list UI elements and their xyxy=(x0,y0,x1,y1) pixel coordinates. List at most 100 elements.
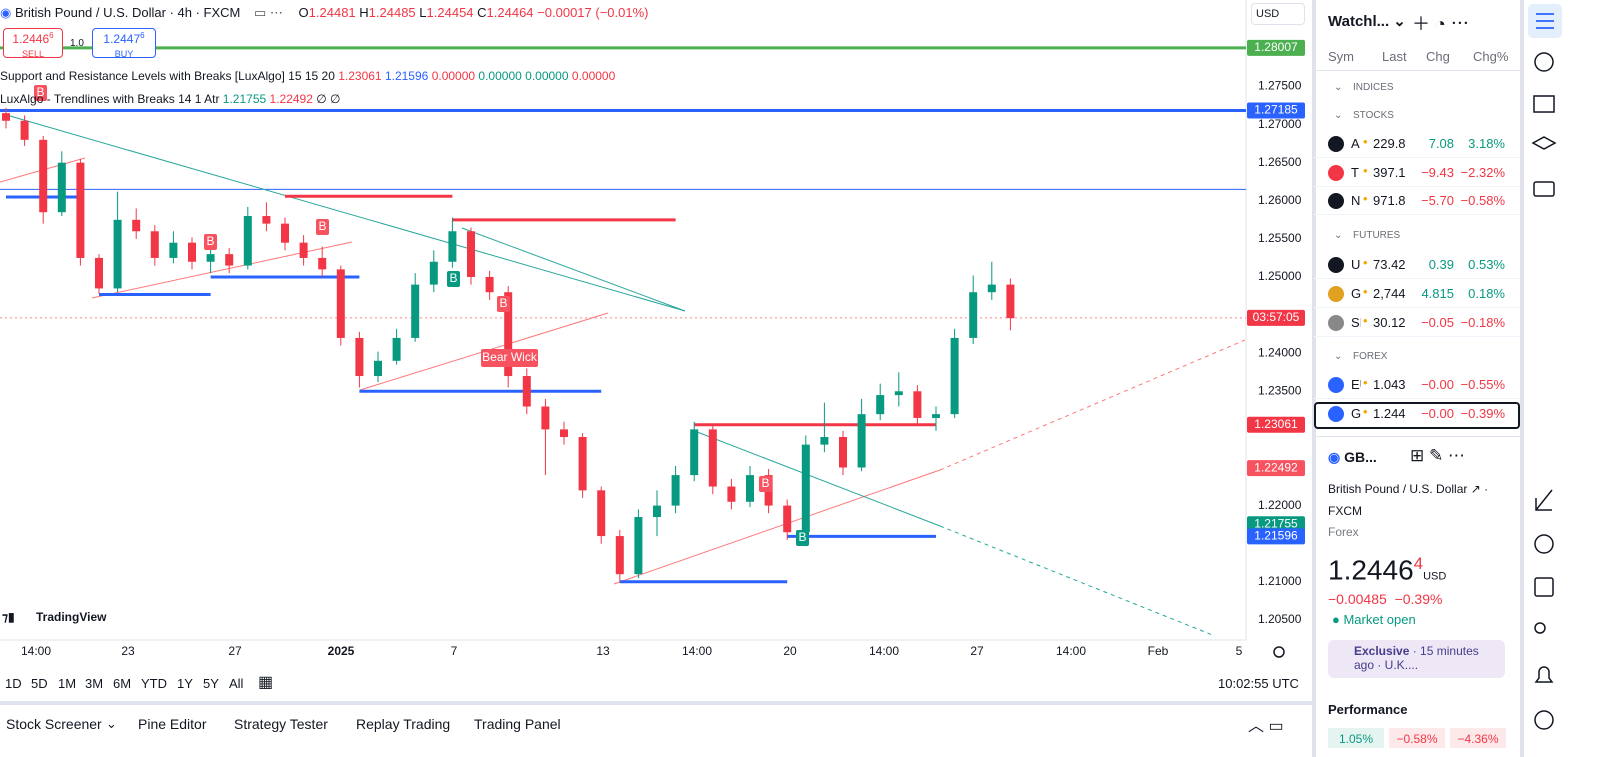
change: −0.00 xyxy=(1421,377,1454,392)
candles xyxy=(2,107,1015,582)
candle-body xyxy=(206,254,215,262)
help-icon[interactable] xyxy=(1534,710,1554,730)
tab[interactable]: Replay Trading xyxy=(356,716,451,732)
news-card[interactable]: Exclusive · 15 minutes ago · U.K.... xyxy=(1328,640,1505,678)
symbol[interactable]: N xyxy=(1351,193,1361,208)
range-button[interactable]: 3M xyxy=(85,676,104,691)
date-range-icon[interactable]: ▦ xyxy=(258,674,274,691)
tab-arrow[interactable]: ⌄ xyxy=(106,716,117,731)
detail-change: −0.00485 −0.39% xyxy=(1328,591,1442,607)
change-pct: −2.32% xyxy=(1460,165,1505,180)
marker-bg xyxy=(204,234,217,250)
price-tag-label: 03:57:05 xyxy=(1253,310,1300,324)
settings-icon[interactable] xyxy=(1273,646,1285,658)
alerts-icon[interactable] xyxy=(1534,52,1554,72)
buy-label: BUY xyxy=(114,49,134,59)
section: FUTURES xyxy=(1353,230,1401,241)
symbol-icon xyxy=(1328,136,1344,152)
bell-icon[interactable] xyxy=(1534,666,1554,683)
candle-body xyxy=(57,162,66,213)
header-icons[interactable]: ▭ ⋯ xyxy=(254,5,283,20)
currency[interactable]: USD xyxy=(1251,3,1305,25)
candle-body xyxy=(113,219,122,289)
status: Market open xyxy=(1343,612,1416,627)
watchlist-title[interactable]: Watchl... ⌄ xyxy=(1328,13,1406,30)
marker: B xyxy=(499,296,507,310)
target-icon[interactable] xyxy=(1534,534,1554,554)
divider xyxy=(1314,186,1520,187)
symbol[interactable]: T xyxy=(1351,165,1359,180)
divider xyxy=(1314,157,1520,158)
candle-body xyxy=(727,486,736,502)
candle-body xyxy=(39,139,48,213)
panel-controls[interactable]: ︿ ▭ xyxy=(1248,718,1284,735)
range-button[interactable]: YTD xyxy=(141,676,167,691)
section: ⌄ xyxy=(1334,82,1343,93)
price-tag-label: 1.28007 xyxy=(1254,40,1298,54)
candle-body xyxy=(392,337,401,361)
last: 397.1 xyxy=(1373,165,1406,180)
buy-button[interactable]: 1.24476 BUY xyxy=(92,28,156,59)
range-button[interactable]: 1D xyxy=(5,676,22,691)
indicator-legend[interactable]: Support and Resistance Levels with Break… xyxy=(0,69,615,83)
candle-body xyxy=(336,269,345,338)
symbol[interactable]: British Pound / U.S. Dollar · 4h · FXCM xyxy=(14,5,241,20)
time-label: 14:00 xyxy=(682,644,712,658)
marker: B xyxy=(206,234,214,248)
quantity[interactable]: 1.0 xyxy=(70,38,84,49)
symbol[interactable]: A xyxy=(1351,136,1360,151)
change: −0.00485 xyxy=(1328,591,1387,607)
chat-icon[interactable] xyxy=(1533,181,1555,197)
last: 30.12 xyxy=(1373,315,1406,330)
candle-body xyxy=(913,391,922,418)
market-status: ● Market open xyxy=(1332,612,1416,627)
range-button[interactable]: 5Y xyxy=(203,676,219,691)
range-button[interactable]: 1M xyxy=(58,676,77,691)
candle-body xyxy=(2,113,10,121)
dot: • xyxy=(1363,284,1368,299)
candle-body xyxy=(299,242,308,258)
symbol[interactable]: EU xyxy=(1351,377,1361,392)
layers-icon[interactable] xyxy=(1531,136,1557,150)
change-pct: −0.55% xyxy=(1460,377,1505,392)
symbol[interactable]: GB xyxy=(1351,406,1361,421)
range-button[interactable]: 6M xyxy=(113,676,132,691)
watchlist-tools[interactable]: ＋ ◔ ⋯ xyxy=(1412,14,1469,34)
range-button[interactable]: 1Y xyxy=(177,676,193,691)
range-button[interactable]: All xyxy=(229,676,244,691)
price-label: 1.27500 xyxy=(1258,79,1302,93)
symbol[interactable]: US xyxy=(1351,257,1361,272)
dot: • xyxy=(1363,191,1368,206)
tab[interactable]: Trading Panel xyxy=(474,716,561,732)
news-tag: Exclusive xyxy=(1354,644,1410,658)
symbol[interactable]: GC xyxy=(1351,286,1361,301)
time-label: 27 xyxy=(228,644,242,658)
sell-button[interactable]: 1.24466 SELL xyxy=(3,28,63,59)
watchlist-icon[interactable] xyxy=(1536,13,1554,29)
draw-icon[interactable] xyxy=(1535,489,1553,511)
price-tag xyxy=(1247,309,1305,326)
calendar-icon[interactable] xyxy=(1534,577,1554,597)
range-button[interactable]: 5D xyxy=(31,676,48,691)
sell-sup: 6 xyxy=(49,31,54,40)
tab[interactable]: Pine Editor xyxy=(138,716,207,732)
candle-body xyxy=(429,261,438,285)
chart: ⁊▮ TradingView B B B B B Bear Wick B B 1… xyxy=(0,0,1305,659)
tab[interactable]: Stock Screener xyxy=(6,716,102,732)
divider xyxy=(1314,336,1520,337)
symbol[interactable]: SIL xyxy=(1351,315,1361,330)
people-icon[interactable] xyxy=(1534,622,1546,634)
close: 1.24464 xyxy=(486,5,534,20)
candle-body xyxy=(76,162,85,258)
tab[interactable]: Strategy Tester xyxy=(234,716,328,732)
candle-body xyxy=(950,337,959,415)
detail-tools[interactable]: ⊞ ✎ ⋯ xyxy=(1410,446,1465,465)
indicator-legend[interactable]: LuxAlgo - Trendlines with Breaks 14 1 At… xyxy=(0,92,341,106)
detail-exchange: FXCM xyxy=(1328,504,1362,518)
candle-body xyxy=(597,490,606,537)
data-icon[interactable] xyxy=(1533,95,1555,113)
buy-price: 1.2447 xyxy=(103,32,141,46)
indicator-value: 0.00000 xyxy=(571,69,616,83)
divider xyxy=(1520,0,1524,757)
column-header: Sym xyxy=(1328,49,1354,64)
